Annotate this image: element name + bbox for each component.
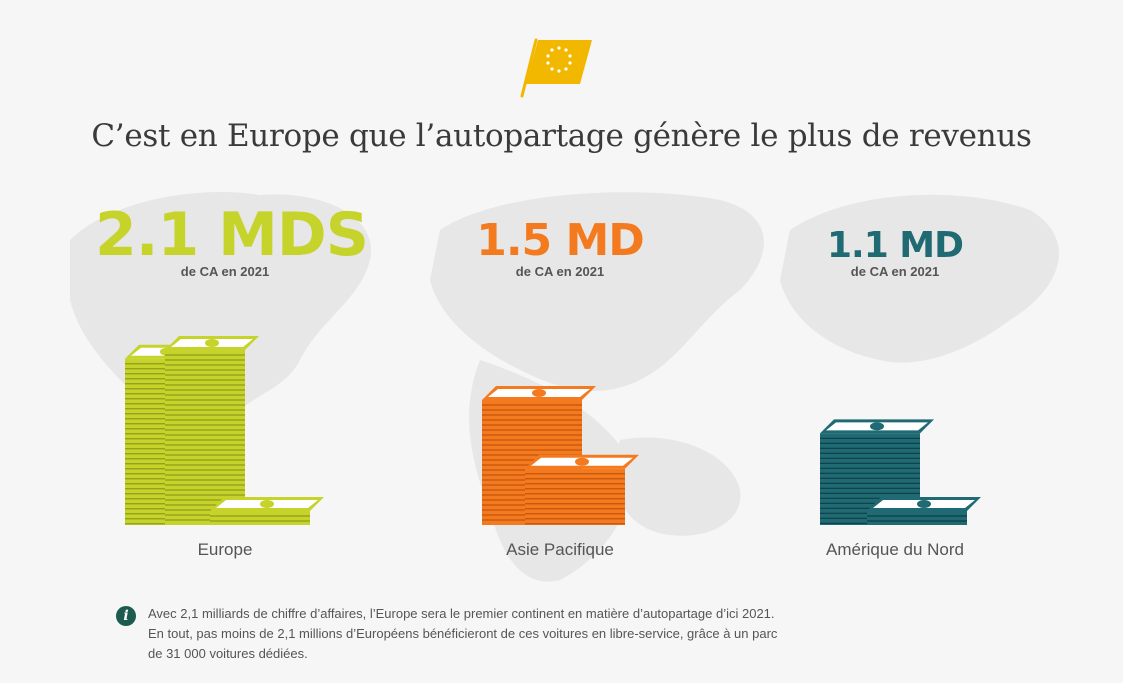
dollar-icon [205, 339, 219, 347]
dollar-icon [260, 500, 274, 508]
region-asie-pacifique: 1.5 MD de CA en 2021 Asie Pacifique [460, 0, 660, 683]
region-label: Asie Pacifique [506, 540, 614, 559]
dollar-icon [870, 422, 884, 431]
note-text: Avec 2,1 milliards de chiffre d’affaires… [148, 604, 777, 664]
eu-flag-logo [520, 38, 592, 98]
region-europe: 2.1 MDS de CA en 2021 Europe [95, 0, 369, 683]
dollar-icon [575, 457, 589, 466]
info-note: i Avec 2,1 milliards de chiffre d’affair… [116, 604, 936, 664]
note-line: Avec 2,1 milliards de chiffre d’affaires… [148, 606, 775, 621]
amount-sublabel: de CA en 2021 [850, 264, 940, 279]
dollar-icon [532, 389, 546, 397]
page-title: C’est en Europe que l’autopartage génère… [91, 118, 1032, 154]
banknote-pile [867, 497, 981, 525]
info-icon: i [116, 606, 136, 626]
money-stack [820, 419, 981, 525]
dollar-icon [917, 500, 931, 508]
amount-label: 1.5 MD [476, 215, 645, 266]
region-label: Europe [197, 540, 253, 559]
money-stack [125, 336, 324, 525]
amount-label: 1.1 MD [826, 225, 964, 266]
money-stack [482, 386, 639, 525]
region-amerique-du-nord: 1.1 MD de CA en 2021 Amérique du Nord [795, 0, 995, 683]
note-line: de 31 000 voitures dédiées. [148, 646, 308, 661]
region-label: Amérique du Nord [826, 540, 964, 559]
amount-sublabel: de CA en 2021 [180, 264, 270, 279]
amount-sublabel: de CA en 2021 [515, 264, 605, 279]
banknote-pile [165, 336, 259, 525]
banknote-pile [525, 454, 639, 525]
amount-label: 2.1 MDS [95, 200, 369, 270]
banknote-pile [210, 497, 324, 525]
note-line: En tout, pas moins de 2,1 millions d’Eur… [148, 626, 778, 641]
